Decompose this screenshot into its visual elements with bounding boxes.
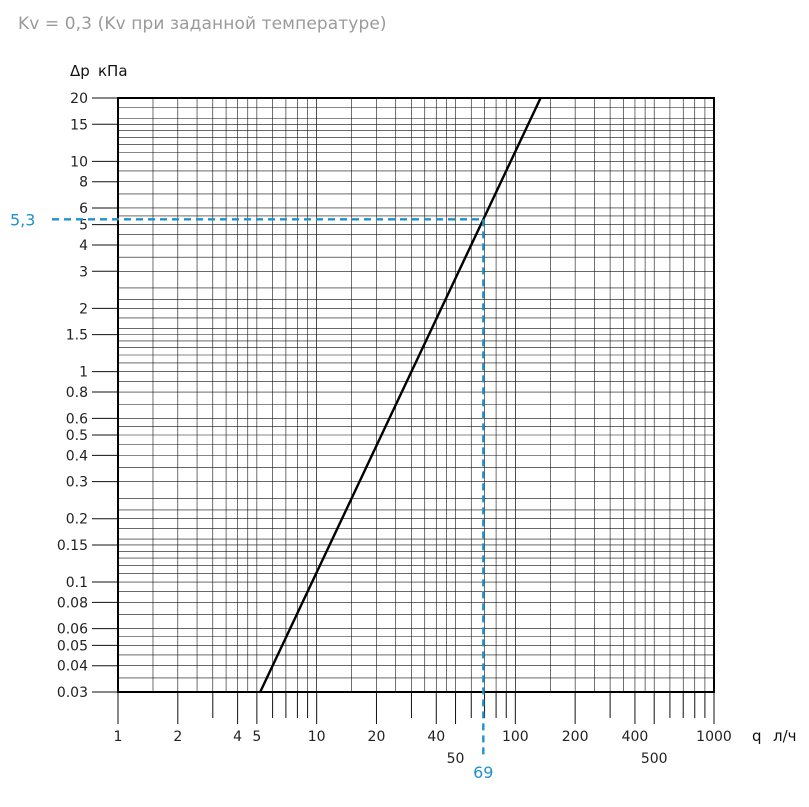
highlight-x-label: 69: [473, 763, 493, 782]
y-tick-label: 10: [70, 154, 88, 170]
x-tick-label: 400: [622, 729, 649, 745]
x-tick-label: 4: [233, 729, 242, 745]
x-tick-label: 1: [114, 729, 123, 745]
y-axis-symbol: Δp: [70, 62, 90, 80]
y-tick-label: 4: [79, 238, 88, 254]
y-tick-label: 0.8: [66, 385, 88, 401]
y-axis-unit: кПа: [98, 62, 128, 80]
x-tick-label: 100: [502, 729, 529, 745]
y-tick-label: 20: [70, 91, 88, 107]
y-tick-label: 5: [79, 218, 88, 234]
y-tick-label: 2: [79, 301, 88, 317]
y-tick-label: 3: [79, 264, 88, 280]
y-tick-label: 15: [70, 117, 88, 133]
x-tick-label: 40: [427, 729, 445, 745]
plot-border: [117, 97, 715, 693]
y-tick-label: 0.08: [57, 595, 88, 611]
series: [259, 97, 542, 693]
grid: [118, 98, 714, 692]
y-tick-label: 0.5: [66, 428, 88, 444]
highlight: 5,3 69: [10, 210, 493, 782]
x-tick-label: 200: [562, 729, 589, 745]
x-axis-symbol: q: [752, 727, 762, 745]
series-line: [259, 97, 542, 693]
y-tick-label: 0.3: [66, 475, 88, 491]
y-tick-label: 0.1: [66, 575, 88, 591]
y-tick-label: 0.04: [57, 659, 88, 675]
y-tick-label: 1: [79, 365, 88, 381]
highlight-y-label: 5,3: [10, 210, 35, 229]
y-tick-label: 0.6: [66, 411, 88, 427]
y-tick-label: 8: [79, 175, 88, 191]
y-tick-label: 0.06: [57, 622, 88, 638]
y-tick-label: 0.03: [57, 685, 88, 701]
plot-frame: [117, 97, 715, 693]
y-tick-label: 0.15: [57, 538, 88, 554]
x-axis-unit: л/ч: [773, 727, 797, 745]
x-tick-label: 5: [252, 729, 261, 745]
y-tick-label: 0.2: [66, 512, 88, 528]
x-axis-ticks: 1 2 4 5 10 20 40 100 200 400 1000 50 500: [114, 692, 732, 767]
x-tick-label: 10: [308, 729, 326, 745]
x-tick-label: 20: [368, 729, 386, 745]
x-tick-label: 500: [641, 751, 668, 767]
x-tick-label: 50: [447, 751, 465, 767]
chart-title: Kv = 0,3 (Kv при заданной температуре): [18, 14, 387, 34]
x-tick-label: 2: [173, 729, 182, 745]
y-tick-label: 0.05: [57, 638, 88, 654]
y-tick-label: 1.5: [66, 328, 88, 344]
x-tick-label: 1000: [696, 729, 732, 745]
y-tick-label: 6: [79, 201, 88, 217]
y-tick-label: 0.4: [66, 448, 88, 464]
y-axis-ticks: 20 15 10 8 65 4 3 2 1.5 1 0.8 0.60.5 0.4 0.3 0.2 0.15 0.…: [57, 91, 118, 701]
